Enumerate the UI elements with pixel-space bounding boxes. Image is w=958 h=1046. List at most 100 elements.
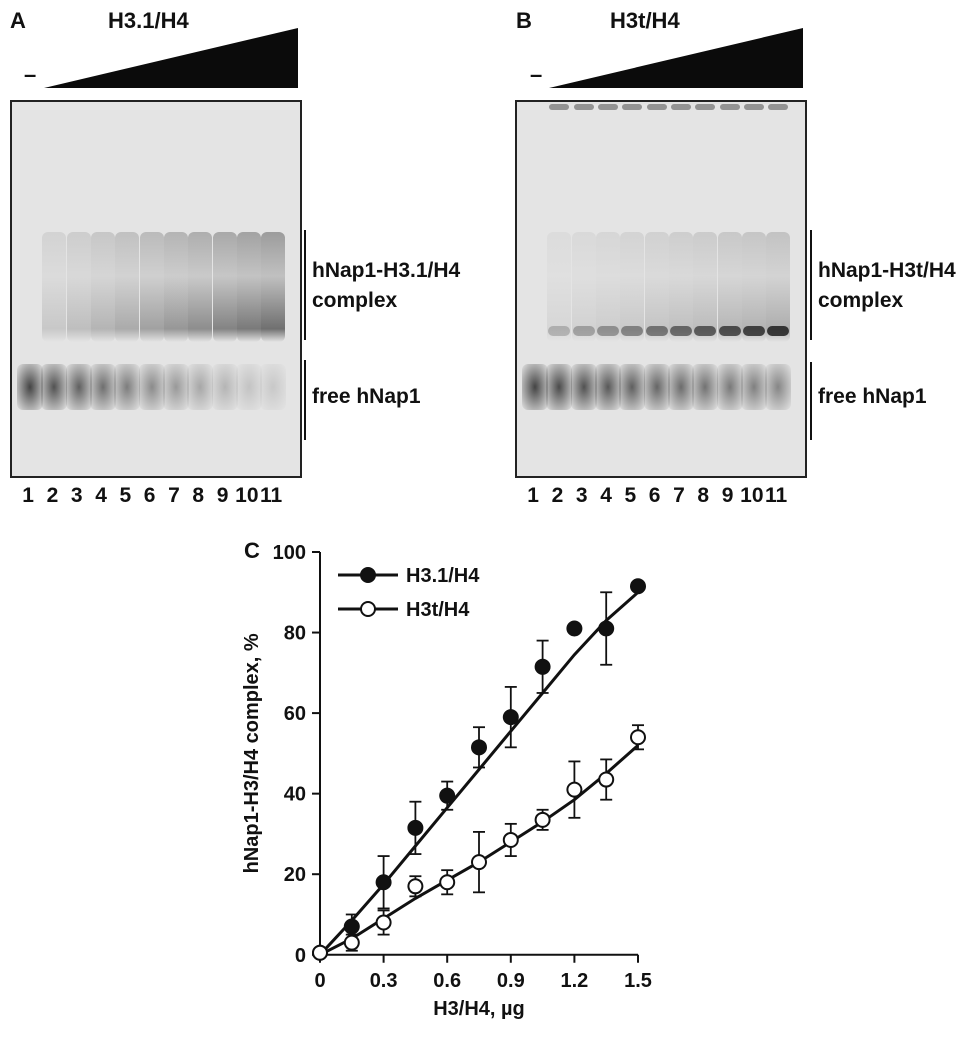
free-bracket-b <box>810 362 812 440</box>
free-band <box>570 364 597 410</box>
minus-label-a: – <box>24 62 37 87</box>
free-band <box>138 364 165 410</box>
well-band <box>622 104 643 110</box>
well-band <box>549 104 570 110</box>
panel-letter-a: A <box>10 8 26 33</box>
complex-sharp-band <box>694 326 717 336</box>
complex-band <box>236 232 261 342</box>
legend-marker-2 <box>360 601 376 617</box>
free-bracket-a <box>304 360 306 440</box>
free-band <box>211 364 238 410</box>
complex-sharp-band <box>767 326 790 336</box>
lane-number: 4 <box>95 484 107 507</box>
legend-marker-1 <box>360 567 376 583</box>
free-band <box>41 364 68 410</box>
complex-band <box>212 232 237 342</box>
panel-letter-c: C <box>244 538 260 563</box>
complex-band <box>163 232 188 342</box>
well-band <box>768 104 789 110</box>
lane-number: 1 <box>527 484 539 507</box>
complex-label-b-line1: hNap1-H3t/H4 <box>818 259 956 282</box>
lane-number: 8 <box>192 484 205 507</box>
fit-curve-1 <box>318 591 639 956</box>
x-tick-label: 0.9 <box>497 970 525 992</box>
gradient-wedge-a <box>44 28 298 88</box>
complex-sharp-band <box>572 326 595 336</box>
lane-number: 3 <box>70 484 83 507</box>
complex-band <box>139 232 164 342</box>
complex-sharp-band <box>645 326 668 336</box>
complex-band <box>668 232 693 342</box>
complex-band <box>571 232 596 342</box>
complex-label-a: hNap1-H3.1/H4 complex <box>312 256 460 316</box>
panel-letter-b: B <box>516 8 532 33</box>
data-point-2 <box>343 934 360 951</box>
data-point-1 <box>375 874 392 891</box>
complex-band <box>42 232 67 342</box>
data-point-1 <box>502 709 519 726</box>
lane-number: 4 <box>600 484 612 507</box>
free-band <box>114 364 141 410</box>
data-point-2 <box>630 729 646 746</box>
data-point-1 <box>566 620 583 637</box>
complex-label-a-line1: hNap1-H3.1/H4 <box>312 259 461 282</box>
lane-number: 8 <box>697 484 710 507</box>
lane-number: 5 <box>624 484 637 507</box>
complex-band <box>261 232 286 342</box>
free-band <box>17 364 44 410</box>
lane-number: 2 <box>46 484 59 507</box>
free-band <box>765 364 792 410</box>
y-tick-label: 80 <box>284 623 306 645</box>
free-band <box>546 364 573 410</box>
complex-band <box>693 232 718 342</box>
complex-band <box>547 232 572 342</box>
free-band <box>65 364 92 410</box>
complex-band <box>115 232 140 342</box>
legend-label-2: H3t/H4 <box>406 599 470 621</box>
free-band <box>235 364 262 410</box>
data-point-2 <box>471 854 487 871</box>
free-band <box>260 364 287 410</box>
y-axis-label: hNap1-H3/H4 complex, % <box>241 633 263 873</box>
lane-number: 6 <box>648 484 661 507</box>
gel-image-a <box>10 100 302 478</box>
well-band <box>695 104 716 110</box>
data-point-2 <box>534 811 551 828</box>
complex-band <box>766 232 791 342</box>
minus-label-b: – <box>530 62 543 87</box>
complex-bracket-b <box>810 230 812 340</box>
lane-number: 3 <box>575 484 588 507</box>
complex-sharp-band <box>548 326 571 336</box>
data-point-2 <box>407 878 424 895</box>
free-band <box>716 364 743 410</box>
free-band <box>595 364 622 410</box>
data-point-2 <box>375 914 392 931</box>
complex-bracket-a <box>304 230 306 340</box>
complex-label-a-line2: complex <box>312 289 398 312</box>
free-band <box>692 364 719 410</box>
x-axis-label: H3/H4, µg <box>433 998 525 1020</box>
legend-label-1: H3.1/H4 <box>406 565 480 587</box>
well-band <box>743 104 764 110</box>
lane-number: 6 <box>143 484 156 507</box>
lane-number: 5 <box>119 484 132 507</box>
lane-number: 9 <box>721 484 734 507</box>
complex-band <box>91 232 116 342</box>
lane-number: 11 <box>765 484 788 507</box>
data-point-2 <box>312 944 328 961</box>
data-point-1 <box>598 620 615 637</box>
complex-band <box>741 232 766 342</box>
lane-number: 10 <box>235 484 259 507</box>
y-tick-label: 20 <box>284 864 306 886</box>
free-band <box>643 364 670 410</box>
complex-sharp-band <box>597 326 620 336</box>
data-point-2 <box>439 874 456 891</box>
free-band <box>522 364 549 410</box>
data-point-1 <box>630 578 646 595</box>
gradient-wedge-b <box>549 28 803 88</box>
data-point-2 <box>502 831 519 848</box>
free-band <box>90 364 117 410</box>
well-band <box>719 104 740 110</box>
complex-sharp-band <box>669 326 692 336</box>
complex-sharp-band <box>742 326 765 336</box>
